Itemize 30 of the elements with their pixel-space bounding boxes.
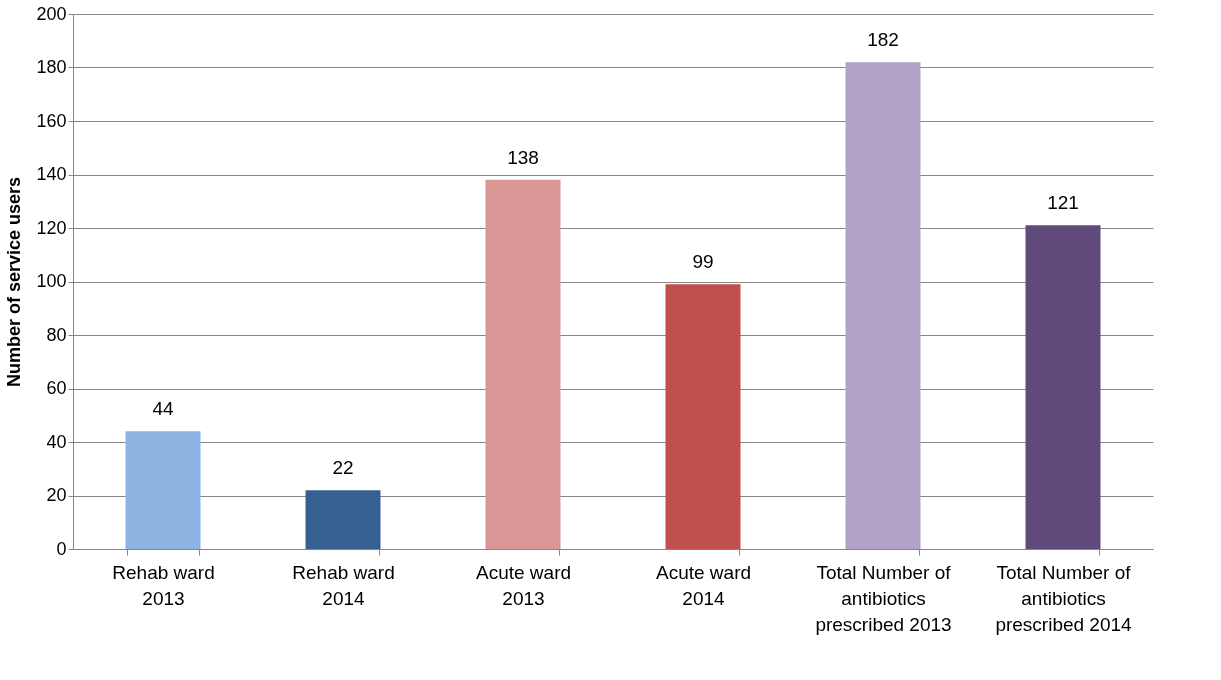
y-tick-label: 140 bbox=[36, 164, 67, 184]
y-tick-label: 160 bbox=[36, 110, 67, 131]
bar bbox=[305, 490, 381, 549]
bar bbox=[125, 431, 201, 549]
y-tick-label: 100 bbox=[36, 271, 67, 291]
y-tick-label: 200 bbox=[36, 3, 67, 24]
data-label: 99 bbox=[692, 251, 714, 273]
y-axis-title: Number of service users bbox=[4, 176, 25, 388]
x-tick-label: Total Number of antibiotics prescribed 2013 bbox=[815, 561, 952, 635]
data-label: 182 bbox=[867, 29, 899, 51]
y-tick-label: 120 bbox=[36, 217, 67, 238]
data-label: 22 bbox=[332, 457, 354, 479]
y-tick-label: 180 bbox=[36, 57, 67, 77]
y-tick-label: 40 bbox=[46, 431, 67, 452]
data-label: 121 bbox=[1047, 192, 1079, 214]
y-tick-label: 0 bbox=[56, 538, 67, 559]
y-tick-label: 20 bbox=[46, 485, 67, 505]
y-tick-label: 60 bbox=[46, 378, 67, 398]
x-tick-label: Acute ward 2014 bbox=[655, 561, 752, 609]
y-tick-label: 80 bbox=[46, 324, 67, 345]
bar bbox=[485, 179, 561, 549]
bar bbox=[845, 62, 921, 549]
bar bbox=[1025, 225, 1101, 549]
data-label: 44 bbox=[152, 398, 174, 420]
data-label: 138 bbox=[507, 146, 539, 168]
x-tick-label: Total Number of antibiotics prescribed 2014 bbox=[995, 561, 1133, 635]
bar bbox=[665, 284, 741, 549]
x-tick-label: Acute ward 2013 bbox=[475, 561, 572, 609]
x-tick-label: Rehab ward 2013 bbox=[112, 561, 215, 609]
x-tick-label: Rehab ward 2014 bbox=[292, 561, 395, 609]
